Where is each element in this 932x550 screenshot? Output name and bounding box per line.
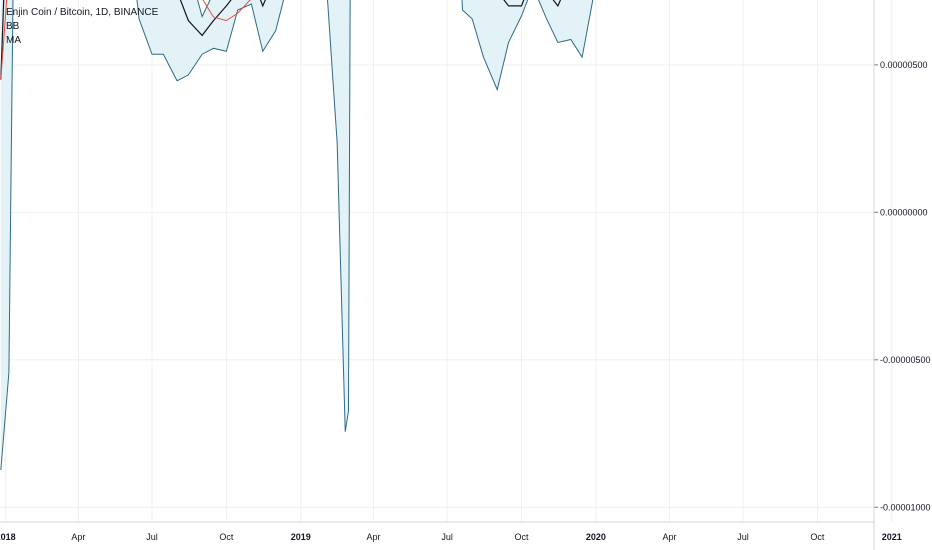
bb-fill — [0, 0, 593, 471]
bb-lower-band — [0, 0, 594, 471]
bollinger-bands — [0, 0, 594, 471]
x-tick-label: Apr — [367, 532, 381, 542]
y-tick-label: 0.00000500 — [880, 60, 928, 70]
x-tick-label: Apr — [662, 532, 676, 542]
x-tick-label: 2018 — [0, 532, 16, 542]
y-tick-label: 0.00000000 — [880, 207, 928, 217]
x-tick-label: Jul — [441, 532, 453, 542]
chart-legend: Enjin Coin / Bitcoin, 1D, BINANCE BB MA — [6, 6, 158, 48]
x-tick-label: Oct — [219, 532, 234, 542]
y-axis[interactable]: 0.000070000.000065000.000060000.00005500… — [873, 0, 931, 550]
x-axis[interactable]: 2018 Apr Jul Oct 2019 Apr Jul Oct 2020 Apr Jul Oct 2… — [0, 521, 932, 542]
x-tick-label: 2019 — [291, 532, 311, 542]
grid — [0, 0, 893, 522]
x-tick-label: Jul — [737, 532, 749, 542]
symbol-title[interactable]: Enjin Coin / Bitcoin, 1D, BINANCE — [6, 7, 159, 18]
indicator-ma[interactable]: MA — [6, 35, 21, 46]
x-tick-label: Oct — [514, 532, 529, 542]
x-tick-label: 2021 — [882, 532, 902, 542]
x-tick-label: 2020 — [586, 532, 606, 542]
y-tick-label: -0.00000500 — [880, 355, 931, 365]
y-tick-label: -0.00001000 — [880, 502, 931, 512]
x-tick-label: Apr — [71, 532, 85, 542]
x-tick-label: Jul — [146, 532, 158, 542]
x-tick-label: Oct — [810, 532, 825, 542]
indicator-bb[interactable]: BB — [6, 21, 20, 32]
